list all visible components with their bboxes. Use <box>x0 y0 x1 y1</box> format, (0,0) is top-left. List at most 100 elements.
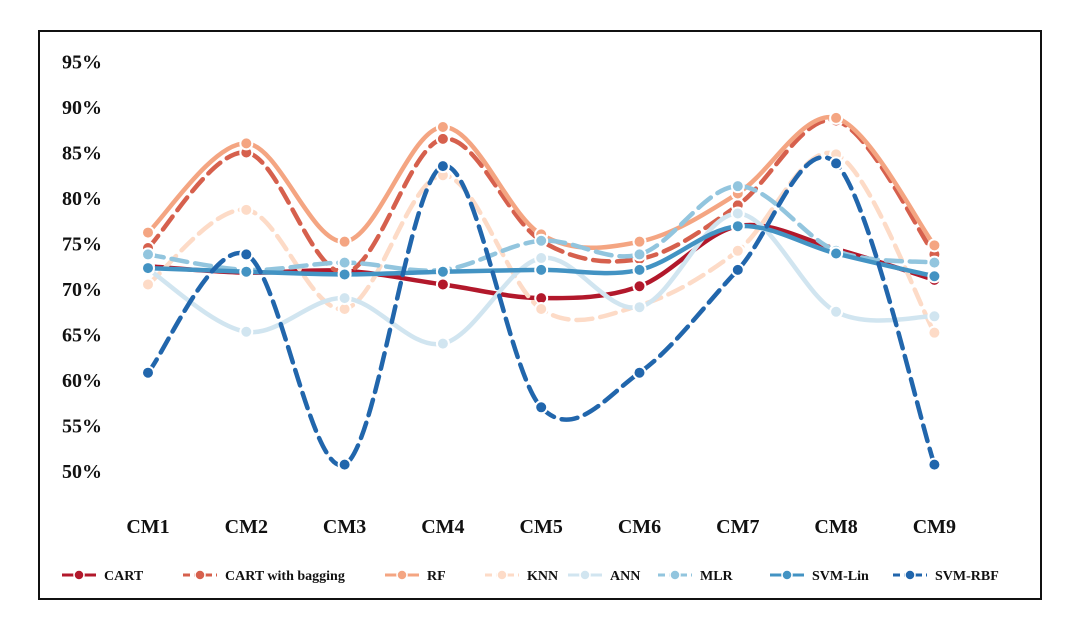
legend-item-rf: RF <box>385 569 446 584</box>
y-tick-label: 95% <box>62 52 102 74</box>
data-point-cart <box>435 277 450 292</box>
legend-label: RF <box>427 569 446 584</box>
x-tick-label: CM2 <box>225 516 268 538</box>
data-point-ann <box>927 309 942 324</box>
data-point-knn <box>927 325 942 340</box>
y-tick-label: 65% <box>62 325 102 347</box>
y-tick-label: 70% <box>62 279 102 301</box>
data-point-svm-rbf <box>141 365 155 380</box>
series-line-knn <box>145 150 937 335</box>
data-point-rf <box>632 234 647 249</box>
data-point-rf <box>829 110 844 125</box>
data-point-mlr <box>141 247 155 262</box>
series-line-cart-with-bagging <box>145 117 937 275</box>
data-point-ann <box>239 324 254 339</box>
y-tick-label: 50% <box>62 461 102 483</box>
data-point-cart-with-bagging <box>435 131 450 146</box>
data-point-rf <box>141 225 155 240</box>
legend-swatch-marker <box>904 569 916 581</box>
series-mlr <box>141 179 942 277</box>
legend-swatch-marker <box>73 569 85 581</box>
data-point-knn <box>141 277 155 292</box>
data-point-svm-rbf <box>730 262 745 277</box>
data-point-svm-lin <box>141 261 155 276</box>
x-axis: CM1 CM2 CM3 CM4 CM5 CM6 CM7 CM8 CM9 <box>126 516 956 538</box>
data-point-ann <box>829 304 844 319</box>
legend-swatch-marker <box>781 569 793 581</box>
series-svm-rbf <box>141 155 942 472</box>
x-tick-label: CM9 <box>913 516 956 538</box>
legend-swatch-marker <box>496 569 508 581</box>
legend-label: CART <box>104 569 144 584</box>
data-point-svm-lin <box>534 262 549 277</box>
data-point-mlr <box>337 255 352 270</box>
y-axis: 50% 55% 60% 65% 70% 75% 80% 85% 90% 95% <box>62 52 102 484</box>
data-point-svm-rbf <box>239 247 254 262</box>
series-line-svm-rbf <box>145 155 937 468</box>
series-line-rf <box>145 114 937 251</box>
series-layer <box>141 110 942 472</box>
legend-label: SVM-RBF <box>935 569 999 584</box>
series-svm-lin <box>141 219 942 284</box>
x-tick-label: CM7 <box>716 516 759 538</box>
x-tick-label: CM6 <box>618 516 661 538</box>
data-point-svm-lin <box>337 267 352 282</box>
data-point-svm-rbf <box>927 457 942 472</box>
legend-label: KNN <box>527 569 558 584</box>
data-point-knn <box>534 302 549 317</box>
y-tick-label: 90% <box>62 97 102 119</box>
legend-swatch-marker <box>579 569 591 581</box>
y-tick-label: 75% <box>62 234 102 256</box>
x-tick-label: CM3 <box>323 516 366 538</box>
data-point-svm-rbf <box>534 400 549 415</box>
legend-label: ANN <box>610 569 640 584</box>
series-line-mlr <box>145 183 937 273</box>
series-rf <box>141 110 942 253</box>
data-point-svm-lin <box>730 219 745 234</box>
data-point-cart <box>632 279 647 294</box>
y-tick-label: 85% <box>62 143 102 165</box>
data-point-rf <box>337 234 352 249</box>
data-point-mlr <box>730 179 745 194</box>
y-tick-label: 55% <box>62 416 102 438</box>
legend-item-cart-with-bagging: CART with bagging <box>183 569 345 584</box>
data-point-svm-rbf <box>632 365 647 380</box>
data-point-svm-rbf <box>435 159 450 174</box>
legend-label: MLR <box>700 569 734 584</box>
data-point-ann <box>337 291 352 306</box>
x-tick-label: CM5 <box>520 516 563 538</box>
data-point-svm-lin <box>927 269 942 284</box>
data-point-rf <box>239 136 254 151</box>
data-point-ann <box>435 336 450 351</box>
legend-item-cart: CART <box>62 569 144 584</box>
legend-item-svm-lin: SVM-Lin <box>770 569 869 584</box>
data-point-rf <box>927 238 942 253</box>
data-point-svm-lin <box>435 264 450 279</box>
legend-item-knn: KNN <box>485 569 558 584</box>
data-point-mlr <box>632 247 647 262</box>
legend-item-svm-rbf: SVM-RBF <box>893 569 999 584</box>
data-point-mlr <box>534 233 549 248</box>
data-point-rf <box>435 120 450 135</box>
x-tick-label: CM1 <box>126 516 169 538</box>
data-point-svm-lin <box>239 264 254 279</box>
y-tick-label: 80% <box>62 188 102 210</box>
legend-swatch-marker <box>194 569 206 581</box>
legend-item-ann: ANN <box>568 569 640 584</box>
data-point-svm-rbf <box>829 156 844 171</box>
data-point-svm-lin <box>632 262 647 277</box>
data-point-mlr <box>927 255 942 270</box>
data-point-ann <box>730 206 745 221</box>
series-ann <box>141 206 942 351</box>
data-point-svm-rbf <box>337 457 352 472</box>
legend-swatch-marker <box>396 569 408 581</box>
legend: CART CART with bagging RF KNN ANN MLR SVM-Lin S… <box>62 569 999 584</box>
x-tick-label: CM8 <box>814 516 857 538</box>
data-point-svm-lin <box>829 246 844 261</box>
legend-label: SVM-Lin <box>812 569 869 584</box>
data-point-knn <box>730 243 745 258</box>
legend-label: CART with bagging <box>225 569 345 584</box>
data-point-ann <box>534 251 549 266</box>
x-tick-label: CM4 <box>421 516 464 538</box>
